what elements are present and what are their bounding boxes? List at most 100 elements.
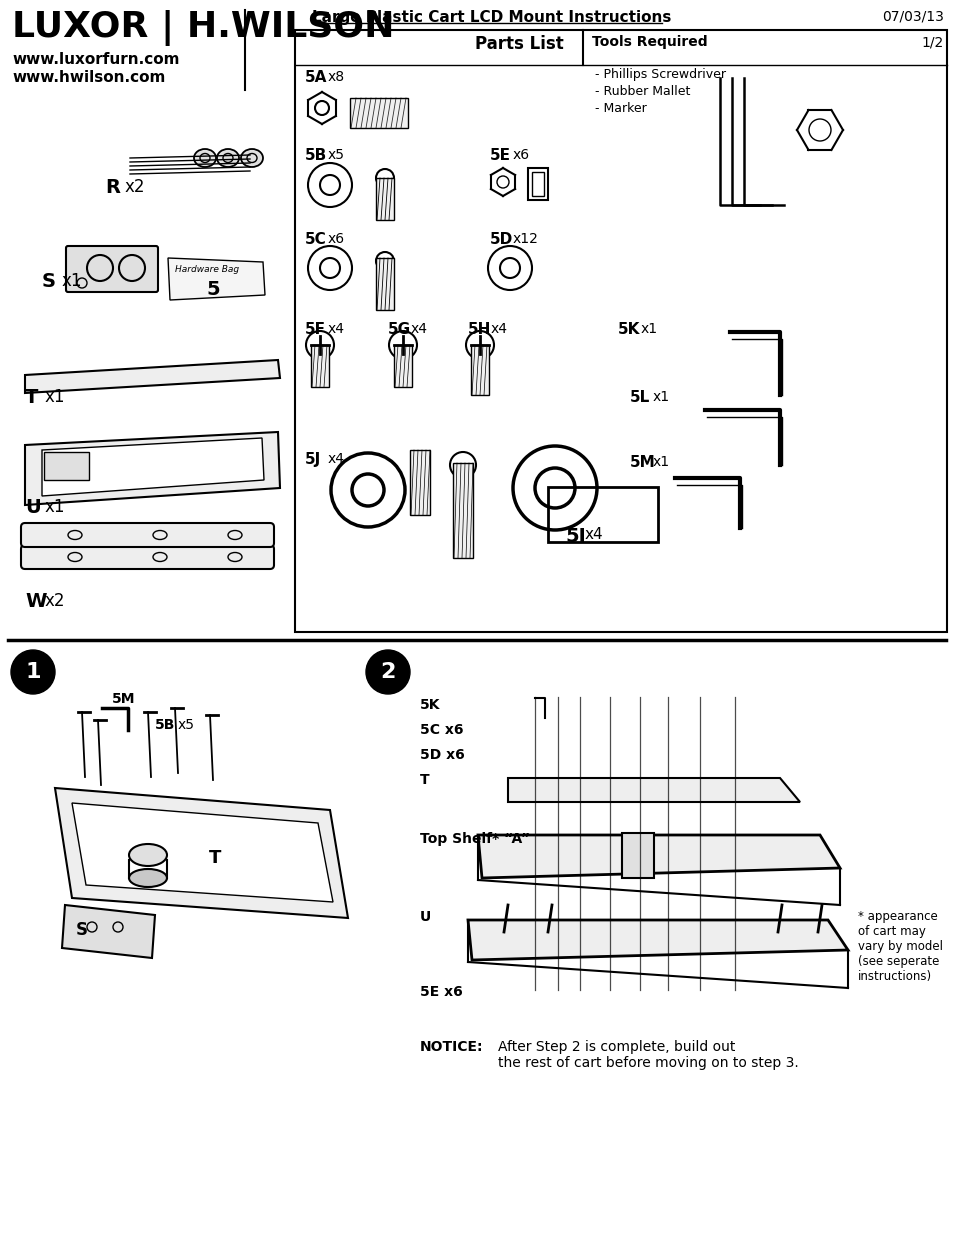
Text: NOTICE:: NOTICE: — [419, 1040, 483, 1053]
Text: 5I: 5I — [564, 527, 585, 546]
Ellipse shape — [241, 149, 263, 167]
Text: 5K: 5K — [419, 698, 440, 713]
Polygon shape — [62, 905, 154, 958]
Text: x1: x1 — [62, 272, 82, 290]
Polygon shape — [71, 803, 333, 902]
Bar — [311, 345, 329, 387]
Text: 5M: 5M — [629, 454, 655, 471]
Text: 5B: 5B — [305, 148, 327, 163]
Text: x5: x5 — [328, 148, 345, 162]
Text: 5K: 5K — [618, 322, 639, 337]
Text: Top Shelf* “A”: Top Shelf* “A” — [419, 832, 530, 846]
Text: 5F: 5F — [305, 322, 326, 337]
Polygon shape — [25, 432, 280, 505]
Polygon shape — [507, 778, 800, 802]
Circle shape — [11, 650, 55, 694]
Bar — [394, 345, 412, 387]
Text: Parts List: Parts List — [475, 35, 563, 53]
Text: 1: 1 — [25, 662, 41, 682]
Text: x8: x8 — [328, 70, 345, 84]
Text: 5C x6: 5C x6 — [419, 722, 463, 737]
Text: - Rubber Mallet: - Rubber Mallet — [595, 85, 690, 98]
Text: - Marker: - Marker — [595, 103, 646, 115]
Text: x2: x2 — [125, 178, 146, 196]
Text: 5J: 5J — [305, 452, 321, 467]
Text: x4: x4 — [411, 322, 428, 336]
Text: x4: x4 — [491, 322, 507, 336]
Bar — [294, 30, 946, 632]
Text: T: T — [419, 773, 429, 787]
Text: * appearance
of cart may
vary by model
(see seperate
instructions): * appearance of cart may vary by model (… — [857, 910, 942, 983]
Polygon shape — [25, 359, 280, 393]
Text: 5D: 5D — [490, 232, 513, 247]
Ellipse shape — [193, 149, 215, 167]
Bar — [44, 452, 89, 480]
Ellipse shape — [216, 149, 239, 167]
Text: Tools Required: Tools Required — [592, 35, 707, 49]
Ellipse shape — [129, 869, 167, 887]
Text: S: S — [42, 272, 56, 291]
Text: Hardware Bag: Hardware Bag — [174, 266, 239, 274]
Text: U: U — [25, 498, 41, 517]
Text: x2: x2 — [45, 592, 66, 610]
Polygon shape — [477, 835, 840, 878]
Text: www.luxorfurn.com: www.luxorfurn.com — [12, 52, 179, 67]
Polygon shape — [42, 438, 264, 496]
Text: 5C: 5C — [305, 232, 327, 247]
Text: x4: x4 — [328, 452, 345, 466]
Text: Large Plastic Cart LCD Mount Instructions: Large Plastic Cart LCD Mount Instruction… — [312, 10, 671, 25]
Text: x6: x6 — [328, 232, 345, 246]
FancyBboxPatch shape — [21, 545, 274, 569]
Bar — [532, 172, 543, 196]
Text: 2: 2 — [380, 662, 395, 682]
Polygon shape — [168, 258, 265, 300]
Text: x1: x1 — [640, 322, 658, 336]
Text: 5L: 5L — [629, 390, 650, 405]
Text: W: W — [25, 592, 47, 611]
Text: U: U — [419, 910, 431, 924]
Text: x4: x4 — [328, 322, 345, 336]
Text: 07/03/13: 07/03/13 — [882, 10, 943, 23]
Text: 5D x6: 5D x6 — [419, 748, 464, 762]
Bar — [527, 168, 547, 200]
Bar — [375, 178, 394, 220]
FancyBboxPatch shape — [66, 246, 158, 291]
Text: x12: x12 — [513, 232, 538, 246]
Polygon shape — [55, 788, 348, 918]
FancyBboxPatch shape — [21, 522, 274, 547]
Ellipse shape — [129, 844, 167, 866]
Text: S: S — [76, 921, 88, 939]
Bar — [621, 832, 654, 878]
Text: 5G: 5G — [388, 322, 411, 337]
Polygon shape — [468, 920, 847, 960]
Text: www.hwilson.com: www.hwilson.com — [12, 70, 165, 85]
Text: - Phillips Screwdriver: - Phillips Screwdriver — [595, 68, 725, 82]
Bar — [453, 463, 473, 558]
Text: T: T — [209, 848, 221, 867]
Text: 5E x6: 5E x6 — [419, 986, 462, 999]
Text: After Step 2 is complete, build out
the rest of cart before moving on to step 3.: After Step 2 is complete, build out the … — [497, 1040, 798, 1071]
Text: x1: x1 — [45, 388, 66, 406]
Text: x1: x1 — [652, 454, 669, 469]
Bar — [410, 450, 430, 515]
Text: x4: x4 — [584, 527, 603, 542]
Text: 5B: 5B — [154, 718, 175, 732]
Text: x6: x6 — [513, 148, 530, 162]
Text: LUXOR | H.WILSON: LUXOR | H.WILSON — [12, 10, 395, 46]
Text: 5H: 5H — [468, 322, 491, 337]
Bar — [547, 487, 658, 542]
Text: 5E: 5E — [490, 148, 511, 163]
Text: x1: x1 — [45, 498, 66, 516]
Text: T: T — [25, 388, 38, 408]
Text: R: R — [105, 178, 120, 198]
Bar — [471, 345, 489, 395]
Text: 5A: 5A — [305, 70, 327, 85]
Text: 1/2: 1/2 — [921, 35, 943, 49]
Circle shape — [366, 650, 410, 694]
Text: 5M: 5M — [112, 692, 135, 706]
Bar — [375, 258, 394, 310]
Text: x1: x1 — [652, 390, 669, 404]
Text: 5: 5 — [206, 280, 219, 299]
Text: x5: x5 — [178, 718, 194, 732]
Bar — [350, 98, 408, 128]
